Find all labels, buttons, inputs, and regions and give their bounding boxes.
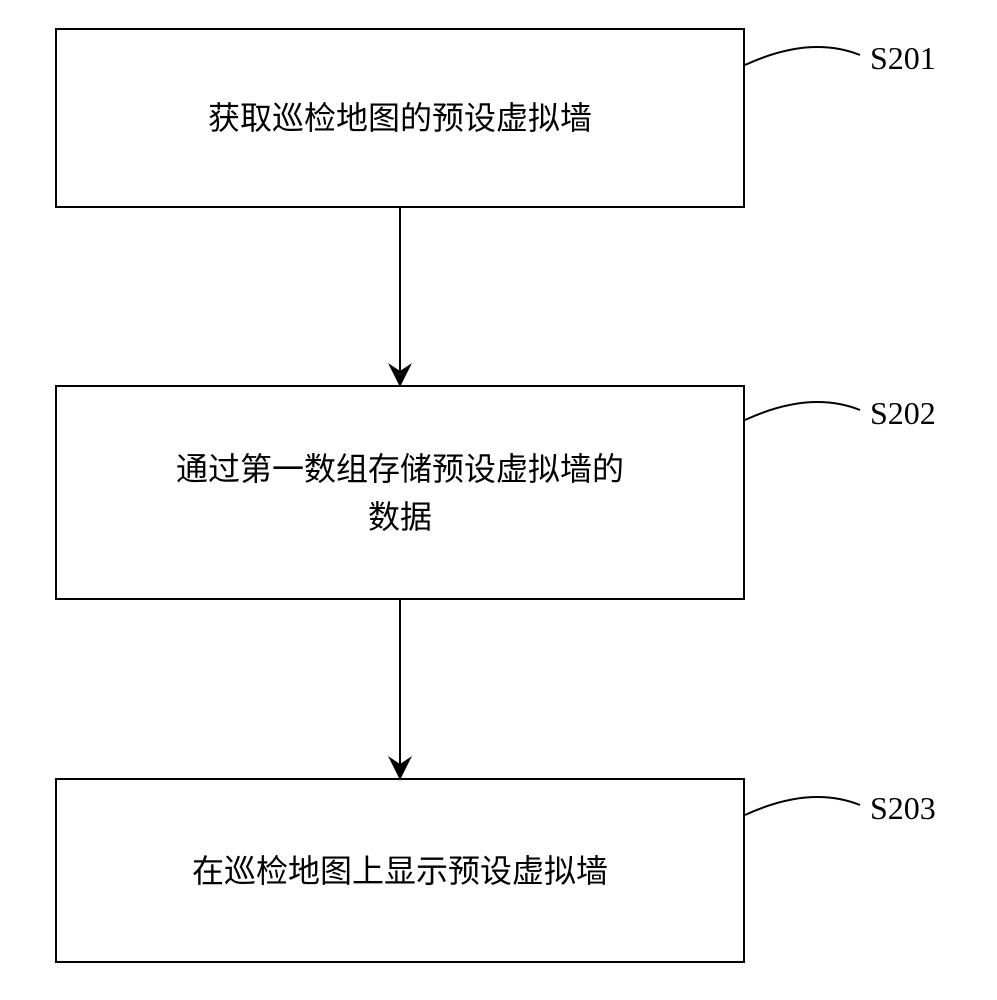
label-connector-3 [745, 797, 860, 815]
flow-node-1-text: 获取巡检地图的预设虚拟墙 [208, 94, 592, 142]
label-connector-2 [745, 402, 860, 420]
flow-node-3-text: 在巡检地图上显示预设虚拟墙 [192, 847, 608, 895]
flow-node-3-label: S203 [870, 790, 936, 827]
flow-node-3: 在巡检地图上显示预设虚拟墙 [55, 778, 745, 963]
flow-node-2-label: S202 [870, 395, 936, 432]
flow-node-3-label-text: S203 [870, 790, 936, 826]
flow-node-2-text: 通过第一数组存储预设虚拟墙的 数据 [176, 445, 624, 541]
flow-node-2-label-text: S202 [870, 395, 936, 431]
label-connector-1 [745, 47, 860, 65]
flowchart-canvas: 获取巡检地图的预设虚拟墙 S201 通过第一数组存储预设虚拟墙的 数据 S202… [0, 0, 997, 1000]
flow-node-1: 获取巡检地图的预设虚拟墙 [55, 28, 745, 208]
flow-node-2: 通过第一数组存储预设虚拟墙的 数据 [55, 385, 745, 600]
flow-node-1-label: S201 [870, 40, 936, 77]
flow-node-1-label-text: S201 [870, 40, 936, 76]
